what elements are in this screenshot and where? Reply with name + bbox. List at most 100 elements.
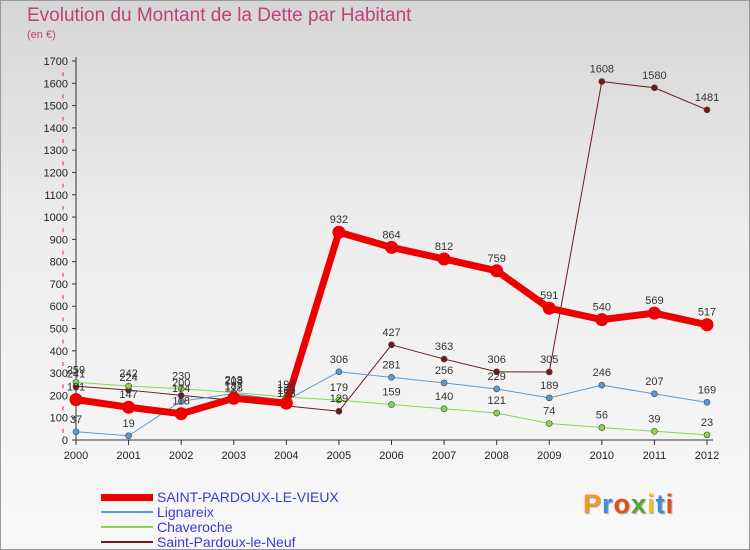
y-tick-label: 1600	[44, 78, 68, 90]
y-tick-label: 100	[50, 413, 68, 425]
data-label: 179	[330, 382, 348, 394]
data-label: 242	[119, 368, 137, 380]
data-point	[703, 431, 711, 439]
data-point	[545, 420, 553, 427]
data-label: 864	[382, 229, 400, 241]
y-tick-label: 1100	[44, 190, 68, 202]
data-point	[335, 407, 343, 415]
data-label: 153	[277, 388, 295, 400]
data-point	[700, 318, 714, 332]
data-label: 569	[645, 295, 663, 307]
data-label: 193	[277, 379, 295, 391]
y-tick-label: 700	[50, 279, 68, 291]
x-tick-label: 2011	[643, 450, 667, 462]
data-point	[598, 424, 606, 431]
legend-swatch	[101, 493, 153, 501]
data-label: 363	[435, 341, 453, 353]
data-point	[598, 78, 606, 85]
brand-letter: i	[665, 489, 675, 519]
y-tick-label: 200	[50, 390, 68, 402]
chart-title: Evolution du Montant de la Dette par Hab…	[27, 5, 412, 26]
data-label: 74	[543, 406, 555, 418]
y-tick-label: 1400	[44, 123, 68, 135]
legend-label: Chaveroche	[157, 519, 233, 535]
data-point	[437, 252, 451, 266]
y-tick-label: 600	[50, 301, 68, 313]
data-point	[542, 301, 556, 315]
y-tick-label: 500	[50, 324, 68, 336]
data-label: 517	[698, 307, 716, 319]
data-point	[177, 397, 185, 405]
data-label: 246	[593, 367, 611, 379]
data-point	[493, 368, 500, 376]
data-label: 427	[382, 327, 400, 339]
brand-letter: r	[602, 489, 614, 519]
data-point	[72, 378, 80, 386]
y-tick-label: 1200	[44, 167, 68, 179]
data-point	[703, 399, 711, 406]
data-label: 1481	[695, 92, 719, 104]
legend-swatch	[101, 511, 153, 513]
legend-label: Saint-Pardoux-le-Neuf	[157, 534, 296, 550]
data-label: 932	[330, 214, 348, 226]
y-tick-label: 1000	[44, 212, 68, 224]
data-label: 1608	[590, 64, 614, 76]
legend-label: SAINT-PARDOUX-LE-VIEUX	[157, 489, 339, 505]
data-point	[335, 396, 343, 404]
data-label: 208	[225, 376, 243, 388]
data-label: 181	[67, 382, 85, 394]
data-label: 165	[277, 385, 295, 397]
data-label: 39	[648, 413, 660, 425]
data-point	[388, 341, 395, 349]
data-point	[279, 396, 293, 410]
legend-item-chaveroche: Chaveroche	[101, 519, 431, 535]
data-point	[647, 306, 661, 320]
data-label: 241	[67, 368, 85, 380]
brand-letter: x	[631, 489, 648, 519]
data-point	[388, 374, 395, 381]
data-label: 306	[330, 354, 348, 366]
data-label: 230	[172, 371, 190, 383]
x-tick-label: 2010	[590, 450, 614, 462]
data-point	[227, 391, 241, 405]
data-point	[545, 394, 553, 402]
y-tick-label: 300	[50, 368, 68, 380]
data-label: 305	[540, 354, 558, 366]
data-point	[651, 390, 658, 398]
y-tick-label: 1500	[44, 101, 68, 113]
data-point	[174, 407, 188, 421]
data-label: 256	[435, 365, 453, 377]
data-label: 306	[487, 354, 505, 366]
data-label: 281	[382, 359, 400, 371]
brand-letter: i	[647, 489, 656, 519]
data-label: 178	[225, 382, 243, 394]
y-tick-label: 1300	[44, 145, 68, 157]
legend-label: Lignareix	[157, 504, 214, 520]
data-label: 812	[435, 241, 453, 253]
data-point	[440, 379, 448, 387]
x-tick-label: 2005	[327, 450, 351, 462]
legend-item-saint-pardoux-le-vieux: SAINT-PARDOUX-LE-VIEUX	[101, 489, 431, 505]
series-saint-pardoux-le-vieux	[69, 225, 714, 421]
x-tick-label: 2002	[169, 450, 193, 462]
data-point	[385, 240, 398, 254]
data-point	[703, 106, 711, 114]
data-label: 224	[119, 372, 137, 384]
x-tick-label: 2001	[116, 450, 140, 462]
data-label: 259	[67, 364, 85, 376]
y-tick-label: 1700	[44, 56, 68, 68]
data-point	[493, 385, 500, 393]
data-point	[125, 382, 132, 390]
data-point	[177, 385, 185, 393]
series-chaveroche	[72, 378, 711, 439]
brand-letter: o	[613, 489, 632, 519]
legend-swatch	[101, 541, 153, 543]
data-label: 118	[172, 396, 190, 408]
data-point	[545, 368, 553, 376]
x-tick-label: 2000	[64, 450, 88, 462]
x-tick-label: 2003	[222, 450, 246, 462]
data-point	[388, 401, 395, 408]
data-label: 213	[225, 375, 243, 387]
